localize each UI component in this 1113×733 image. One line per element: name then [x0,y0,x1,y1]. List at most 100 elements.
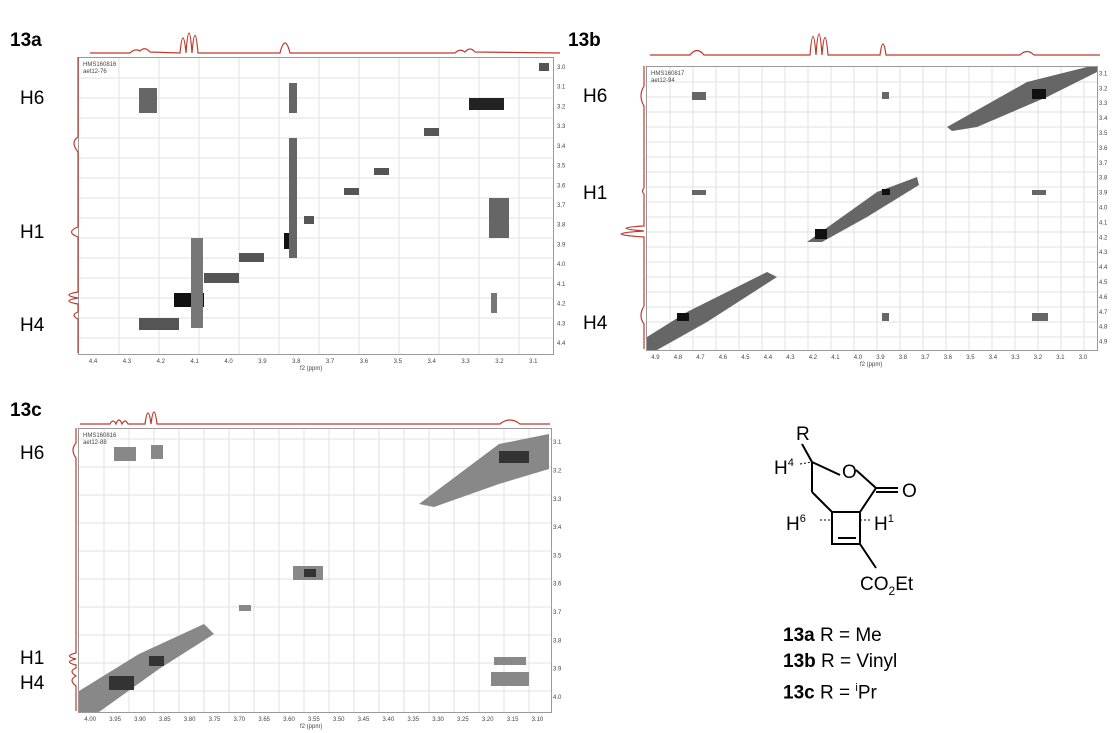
panel-label-13b: 13b [568,30,601,51]
row-label-h4-13c: H4 [20,673,45,694]
y-tick-label: 4.1 [557,282,566,288]
y-tick-label: 3.8 [557,223,566,229]
y-tick-label: 3.2 [553,468,562,474]
y-tick-label: 3.1 [1099,71,1108,77]
y-tick-label: 3.2 [557,104,566,110]
x-tick-label: 4.00 [84,717,96,723]
inst-13a-2: aet12-76 [83,69,107,75]
structure-h6: H6 [786,513,806,535]
projection-left-13c [68,428,78,711]
xticks-13a: 4.4 4.3 4.2 4.1 4.0 3.9 3.8 3.7 3.6 3.5 3.4 3.3 3.2 3… [89,359,538,365]
x-tick-label: 4.4 [764,355,773,361]
x-tick-label: 3.70 [233,717,245,723]
x-tick-label: 3.95 [109,717,121,723]
inst-13a-1: HMS160816 [83,62,117,68]
x-tick-label: 3.10 [532,717,544,723]
y-tick-label: 3.5 [1099,131,1108,137]
row-label-h4-13a: H4 [20,315,45,336]
y-tick-label: 3.7 [1099,161,1108,167]
x-tick-label: 3.30 [432,717,444,723]
structure-o-carbonyl: O [902,481,917,502]
x-tick-label: 3.0 [1079,355,1088,361]
compound-captions: 13a R = Me 13b R = Vinyl 13c R = iPr [783,623,897,706]
row-label-h4-13b: H4 [583,313,608,334]
x-tick-label: 4.6 [719,355,728,361]
projection-top-13a [90,32,560,54]
y-tick-label: 4.9 [1099,340,1108,346]
x-tick-label: 3.50 [333,717,345,723]
structure-ester: CO2Et [860,574,914,598]
x-tick-label: 3.25 [457,717,469,723]
row-label-h6-13c: H6 [20,443,45,464]
xticks-13c: 4.00 3.95 3.90 3.85 3.80 3.75 3.70 3.65 3.60 3.55… [84,717,544,723]
x-tick-label: 3.35 [407,717,419,723]
x-tick-label: 3.60 [283,717,295,723]
spectrum-13b: HMS160817 aet12-94 [646,66,1098,351]
y-tick-label: 4.3 [557,321,566,327]
y-tick-label: 4.3 [1099,250,1108,256]
y-tick-label: 3.4 [557,144,566,150]
y-tick-label: 3.9 [557,242,566,248]
y-tick-label: 4.1 [1099,220,1108,226]
y-tick-label: 3.5 [557,164,566,170]
x-tick-label: 4.7 [696,355,705,361]
y-tick-label: 3.8 [553,638,562,644]
x-tick-label: 4.8 [674,355,683,361]
x-tick-label: 3.6 [360,359,369,365]
x-tick-label: 4.5 [741,355,750,361]
yticks-13c: 3.1 3.2 3.3 3.4 3.5 3.6 3.7 3.8 3.9 4.0 [553,440,562,701]
x-tick-label: 3.20 [482,717,494,723]
xaxis-label-13b: f2 (ppm) [860,362,883,368]
x-tick-label: 3.8 [899,355,908,361]
y-tick-label: 4.6 [1099,295,1108,301]
row-label-h6-13b: H6 [583,86,608,107]
x-tick-label: 4.0 [224,359,233,365]
x-tick-label: 3.45 [358,717,370,723]
y-tick-label: 3.8 [1099,176,1108,182]
x-tick-label: 4.0 [854,355,863,361]
y-tick-label: 3.3 [557,124,566,130]
structure-h1: H1 [874,513,894,535]
xaxis-label-13c: f2 (ppm) [300,724,323,730]
spectrum-13c: HMS160816 aet12-88 [78,428,552,713]
y-tick-label: 3.2 [1099,86,1108,92]
y-tick-label: 4.5 [1099,280,1108,286]
x-tick-label: 3.80 [184,717,196,723]
x-tick-label: 3.7 [921,355,930,361]
chemical-structure: R O O H4 H6 H1 CO2Et [760,420,1020,610]
y-tick-label: 3.1 [553,440,562,446]
caption-13b: 13b R = Vinyl [783,651,898,672]
x-tick-label: 3.4 [989,355,998,361]
y-tick-label: 3.5 [553,553,562,559]
row-label-h1-13c: H1 [20,648,45,669]
x-tick-label: 3.3 [461,359,470,365]
inst-13c-1: HMS160816 [83,433,117,439]
structure-h4: H4 [774,457,794,479]
y-tick-label: 3.3 [553,497,562,503]
xaxis-label-13a: f2 (ppm) [300,366,323,372]
y-tick-label: 3.3 [1099,101,1108,107]
y-tick-label: 4.2 [1099,235,1108,241]
y-tick-label: 3.6 [553,582,562,588]
yticks-13b: 3.1 3.2 3.3 3.4 3.5 3.6 3.7 3.8 3.9 4.0 4.1 4.2 4.3 4… [1099,71,1108,346]
x-tick-label: 4.3 [123,359,132,365]
spectrum-13a: HMS160816 aet12-76 [78,57,554,355]
y-tick-label: 4.0 [553,695,562,701]
x-tick-label: 3.15 [507,717,519,723]
y-tick-label: 4.8 [1099,325,1108,331]
y-tick-label: 4.4 [557,341,566,347]
x-tick-label: 3.65 [258,717,270,723]
projection-top-13c [80,411,550,426]
projection-left-13a [68,57,79,353]
y-tick-label: 3.0 [557,65,566,71]
x-tick-label: 3.5 [394,359,403,365]
y-tick-label: 3.9 [1099,191,1108,197]
x-tick-label: 4.2 [157,359,166,365]
projection-top-13b [650,33,1100,56]
y-tick-label: 3.4 [1099,116,1108,122]
x-tick-label: 3.85 [159,717,171,723]
y-tick-label: 4.2 [557,302,566,308]
x-tick-label: 4.4 [89,359,98,365]
caption-13a: 13a R = Me [783,625,882,646]
x-tick-label: 3.2 [495,359,504,365]
